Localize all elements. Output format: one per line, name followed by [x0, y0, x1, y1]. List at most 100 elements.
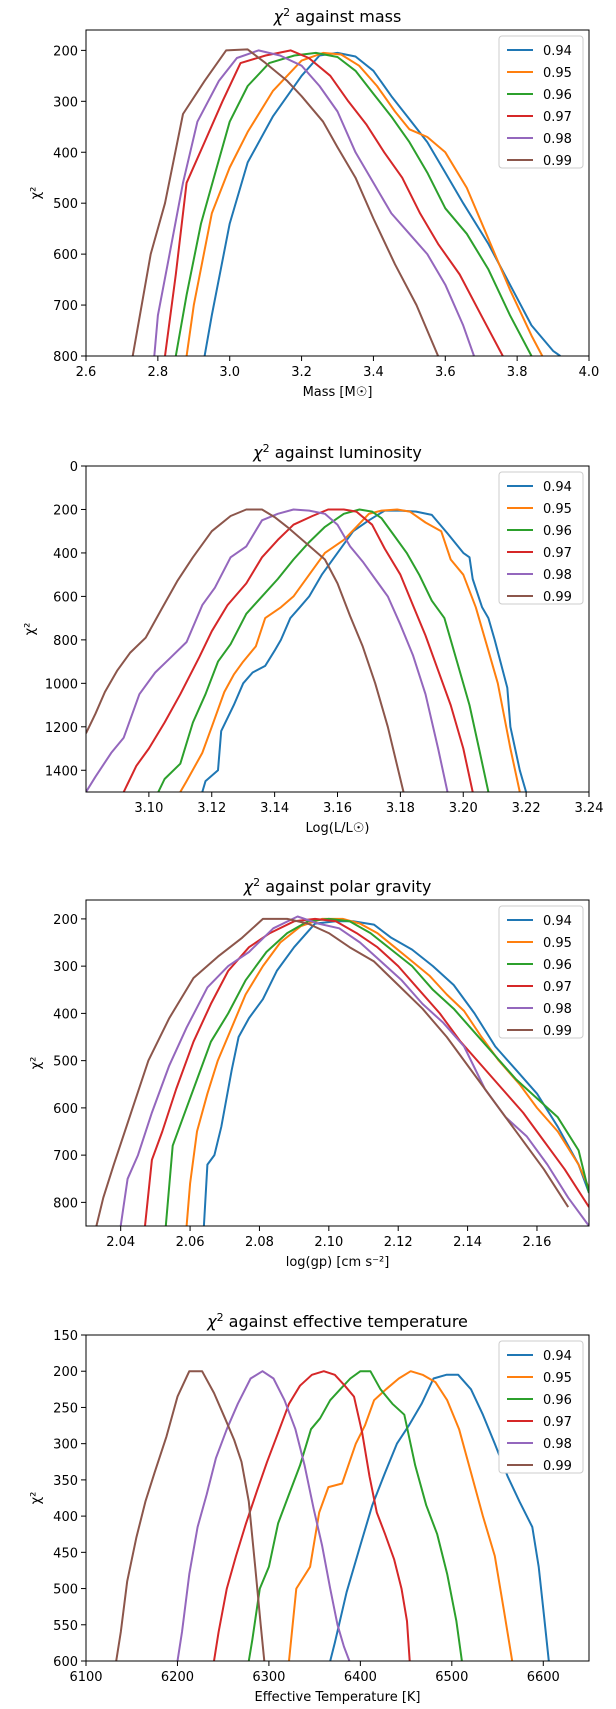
y-tick-label: 500 — [53, 1055, 78, 1070]
x-tick-label: 3.4 — [363, 365, 384, 380]
x-tick-label: 3.14 — [260, 801, 289, 816]
x-tick-label: 3.2 — [291, 365, 312, 380]
y-tick-label: 800 — [53, 634, 78, 649]
legend: 0.94 0.95 0.96 0.97 0.98 0.99 — [498, 905, 584, 1039]
chart-title: χ2 against polar gravity — [243, 876, 432, 896]
x-tick-label: 2.12 — [384, 1235, 413, 1250]
legend-label-0.95: 0.95 — [543, 502, 572, 517]
y-tick-label: 300 — [53, 1438, 78, 1453]
x-tick-label: 6200 — [161, 1670, 194, 1685]
series-line-0.99 — [115, 1370, 266, 1661]
plot-frame — [85, 899, 590, 1227]
y-tick-label: 1200 — [45, 721, 78, 736]
x-axis-label: Effective Temperature [K] — [255, 1690, 421, 1705]
x-tick-label: 6300 — [252, 1670, 285, 1685]
legend-label-0.95: 0.95 — [543, 66, 572, 81]
series-line-0.96 — [164, 917, 589, 1226]
y-tick-label: 400 — [53, 1007, 78, 1022]
y-tick-label: 300 — [53, 960, 78, 975]
x-tick-label: 2.06 — [176, 1235, 205, 1250]
x-tick-label: 2.8 — [148, 365, 169, 380]
legend-label-0.94: 0.94 — [543, 1349, 572, 1364]
x-tick-label: 2.10 — [314, 1235, 343, 1250]
x-tick-label: 6100 — [69, 1670, 102, 1685]
x-tick-label: 2.14 — [453, 1235, 482, 1250]
legend-box — [498, 1340, 584, 1474]
y-tick-label: 500 — [53, 197, 78, 212]
y-tick-label: 1000 — [45, 677, 78, 692]
x-tick-label: 3.10 — [134, 801, 163, 816]
series-line-0.96 — [157, 508, 490, 792]
x-tick-label: 3.12 — [197, 801, 226, 816]
x-tick-label: 2.08 — [245, 1235, 274, 1250]
legend-label-0.99: 0.99 — [543, 1024, 572, 1039]
y-tick-label: 800 — [53, 1196, 78, 1211]
chart-title: χ2 against luminosity — [252, 442, 422, 462]
y-axis-label: χ² — [29, 1492, 44, 1505]
legend-label-0.96: 0.96 — [543, 88, 572, 103]
legend-label-0.97: 0.97 — [543, 546, 572, 561]
legend-label-0.97: 0.97 — [543, 980, 572, 995]
series-line-0.95 — [185, 51, 544, 356]
chart-title: χ2 against effective temperature — [206, 1311, 468, 1331]
series-line-0.94 — [203, 51, 561, 356]
series-line-0.99 — [131, 48, 440, 356]
x-tick-label: 6400 — [344, 1670, 377, 1685]
y-tick-label: 550 — [53, 1619, 78, 1634]
chart-title: χ2 against mass — [273, 6, 402, 26]
series-line-0.98 — [176, 1370, 351, 1661]
y-tick-label: 800 — [53, 350, 78, 365]
legend-label-0.95: 0.95 — [543, 936, 572, 951]
x-tick-label: 3.6 — [435, 365, 456, 380]
legend-label-0.96: 0.96 — [543, 524, 572, 539]
y-tick-label: 250 — [53, 1401, 78, 1416]
x-tick-label: 3.16 — [323, 801, 352, 816]
x-tick-label: 2.6 — [76, 365, 97, 380]
y-tick-label: 700 — [53, 299, 78, 314]
series-line-0.95 — [288, 1370, 514, 1661]
x-tick-label: 6600 — [527, 1670, 560, 1685]
chart-panel-1: 2.6 2.8 3.0 3.2 3.4 3.6 3.8 4.0 200 300 400 500 600 7… — [29, 6, 599, 400]
y-tick-label: 0 — [70, 460, 78, 475]
legend-label-0.94: 0.94 — [543, 44, 572, 59]
plot-frame — [85, 29, 590, 357]
x-tick-label: 2.04 — [106, 1235, 135, 1250]
x-tick-label: 6500 — [435, 1670, 468, 1685]
y-tick-label: 200 — [53, 913, 78, 928]
chart-panel-3: 2.04 2.06 2.08 2.10 2.12 2.14 2.16 200 300 400 500… — [29, 876, 590, 1270]
legend-label-0.98: 0.98 — [543, 132, 572, 147]
y-axis-label: χ² — [29, 1057, 44, 1070]
legend-label-0.98: 0.98 — [543, 1002, 572, 1017]
legend-label-0.95: 0.95 — [543, 1371, 572, 1386]
series-line-0.97 — [213, 1370, 411, 1661]
legend: 0.94 0.95 0.96 0.97 0.98 0.99 — [498, 471, 584, 605]
x-axis-label: Log(L/L☉) — [306, 821, 370, 836]
plot-frame — [85, 1334, 590, 1662]
series-line-0.94 — [329, 1373, 550, 1661]
y-tick-label: 500 — [53, 1583, 78, 1598]
series-line-0.97 — [164, 49, 504, 356]
y-tick-label: 200 — [53, 44, 78, 59]
legend-label-0.97: 0.97 — [543, 110, 572, 125]
x-tick-label: 3.22 — [512, 801, 541, 816]
legend-label-0.96: 0.96 — [543, 1393, 572, 1408]
legend-label-0.98: 0.98 — [543, 568, 572, 583]
x-tick-label: 3.0 — [219, 365, 240, 380]
legend-label-0.99: 0.99 — [543, 1459, 572, 1474]
legend-label-0.99: 0.99 — [543, 590, 572, 605]
x-tick-label: 3.20 — [449, 801, 478, 816]
x-tick-label: 3.8 — [507, 365, 528, 380]
y-tick-label: 400 — [53, 146, 78, 161]
legend-box — [498, 905, 584, 1039]
series-line-0.98 — [153, 49, 475, 356]
x-tick-label: 2.16 — [522, 1235, 551, 1250]
y-tick-label: 350 — [53, 1474, 78, 1489]
series-line-0.98 — [86, 508, 449, 792]
legend: 0.94 0.95 0.96 0.97 0.98 0.99 — [498, 1340, 584, 1474]
y-tick-label: 300 — [53, 95, 78, 110]
series-line-0.94 — [201, 509, 528, 792]
y-tick-label: 200 — [53, 503, 78, 518]
legend-box — [498, 35, 584, 169]
y-tick-label: 400 — [53, 1510, 78, 1525]
legend-label-0.94: 0.94 — [543, 480, 572, 495]
